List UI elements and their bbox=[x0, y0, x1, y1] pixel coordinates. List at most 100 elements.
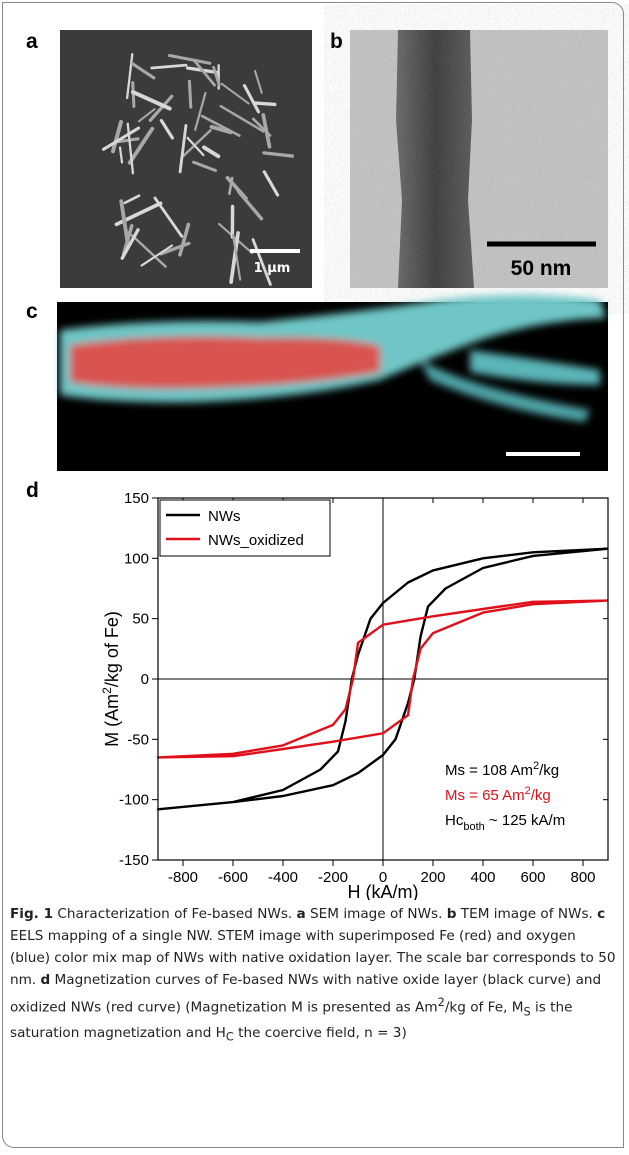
annotation-part: 2 bbox=[525, 785, 531, 797]
nanowire bbox=[168, 53, 212, 65]
y-axis-label: M (Am2/kg of Fe) bbox=[100, 611, 122, 747]
caption-text: Magnetization curves of Fe-based NWs wit… bbox=[10, 972, 602, 1016]
x-tick-label: -800 bbox=[168, 869, 198, 886]
x-axis-label-part: H (kA/m) bbox=[348, 882, 419, 900]
legend-box bbox=[159, 499, 331, 557]
annotation: Ms = 65 Am2/kg bbox=[445, 785, 551, 804]
caption-sub: C bbox=[225, 1029, 234, 1044]
panel-label: b bbox=[330, 30, 343, 53]
legend-label: NWs bbox=[208, 508, 241, 525]
figure: a 1 µm b 50 nm c d -800 -600 -400 -200 0 200 4… bbox=[26, 30, 609, 900]
nanowire bbox=[236, 189, 264, 221]
nanowire bbox=[119, 199, 130, 244]
y-tick-label: 0 bbox=[141, 671, 149, 688]
nanowire bbox=[123, 194, 141, 205]
nanowire bbox=[202, 145, 221, 159]
nanowire bbox=[192, 160, 218, 173]
caption-sub: S bbox=[523, 1004, 531, 1019]
nanowire bbox=[127, 126, 155, 165]
nanowire bbox=[118, 146, 124, 164]
nanowire bbox=[178, 124, 188, 174]
x-tick-label: 600 bbox=[520, 869, 545, 886]
caption-label: a bbox=[296, 906, 306, 922]
nanowire bbox=[126, 122, 135, 175]
nanowire bbox=[130, 62, 156, 80]
y-tick-label: -150 bbox=[119, 852, 149, 869]
nanowire bbox=[212, 65, 221, 87]
caption-text: EELS mapping of a single NW. STEM image … bbox=[10, 928, 616, 988]
nanowire bbox=[252, 101, 277, 107]
nanowire bbox=[131, 81, 136, 108]
nanowire bbox=[102, 126, 141, 151]
x-tick-label: 0 bbox=[379, 869, 387, 886]
y-tick-label: 100 bbox=[124, 550, 149, 567]
nanowire bbox=[125, 53, 134, 100]
caption-text: the coercive field, n = 3) bbox=[233, 1025, 407, 1042]
nanowire bbox=[194, 91, 207, 131]
nanowire bbox=[229, 231, 240, 284]
panel-label: c bbox=[26, 300, 38, 323]
caption: Fig. 1 Characterization of Fe-based NWs.… bbox=[10, 903, 618, 1048]
caption-text: SEM image of NWs. bbox=[305, 906, 447, 922]
nanowire bbox=[130, 90, 172, 111]
y-tick-label: -100 bbox=[119, 792, 149, 809]
nanowire bbox=[130, 234, 167, 268]
nanowire bbox=[148, 94, 174, 122]
scale-label: 50 nm bbox=[511, 257, 572, 280]
nanowire bbox=[187, 79, 193, 109]
nanowires bbox=[102, 53, 295, 286]
annotation-part: /kg bbox=[539, 762, 559, 779]
legend-label: NWs_oxidized bbox=[208, 532, 304, 549]
caption-text: /kg of Fe, M bbox=[444, 999, 524, 1016]
annotation-part: Ms = 108 Am bbox=[445, 762, 533, 779]
nanowire bbox=[115, 137, 140, 144]
y-tick-label: -50 bbox=[127, 731, 149, 748]
y-axis-label-part: 2 bbox=[100, 687, 114, 694]
annotation-part: Ms = 65 Am bbox=[445, 787, 525, 804]
annotation: Hcboth ~ 125 kA/m bbox=[445, 812, 565, 833]
x-tick-label: -200 bbox=[318, 869, 348, 886]
chart: -800 -600 -400 -200 0 200 400 600 800 -150 -100 -50… bbox=[100, 490, 609, 900]
nanowire bbox=[110, 119, 124, 154]
nanowire bbox=[159, 118, 175, 140]
annotation-part: /kg bbox=[531, 787, 551, 804]
caption-text: is the saturation magnetization and H bbox=[10, 999, 573, 1042]
x-tick-label: 800 bbox=[570, 869, 595, 886]
nanowire bbox=[231, 233, 242, 281]
nanowire bbox=[220, 82, 250, 105]
y-tick-label: 150 bbox=[124, 490, 149, 507]
x-tick-label: -600 bbox=[218, 869, 248, 886]
panel-label: a bbox=[26, 30, 38, 53]
nanowire bbox=[178, 222, 191, 257]
caption-label: b bbox=[446, 906, 457, 922]
nanowire bbox=[192, 59, 216, 87]
annotation: Ms = 108 Am2/kg bbox=[445, 760, 559, 779]
nanowire bbox=[120, 228, 140, 260]
annotation-part: ~ 125 kA/m bbox=[485, 812, 565, 829]
nanowire bbox=[262, 151, 295, 158]
caption-sup: 2 bbox=[437, 995, 445, 1009]
caption-text: Characterization of Fe-based NWs. bbox=[53, 906, 297, 922]
annotation-part: both bbox=[463, 821, 484, 833]
x-tick-label: 400 bbox=[470, 869, 495, 886]
panel-label: d bbox=[26, 479, 39, 502]
nanowire bbox=[209, 124, 233, 135]
caption-text: TEM image of NWs. bbox=[456, 906, 598, 922]
annotation-part: Hc bbox=[445, 812, 464, 829]
nanowire bbox=[262, 170, 280, 197]
nanowire bbox=[159, 241, 191, 256]
nanowire bbox=[186, 136, 205, 157]
y-axis-label-part: M (Am bbox=[102, 694, 122, 747]
caption-label: c bbox=[597, 906, 606, 922]
nanowire bbox=[219, 104, 265, 133]
nanowire bbox=[200, 114, 241, 137]
noise bbox=[350, 30, 608, 288]
nanowire bbox=[150, 63, 188, 70]
caption-label: d bbox=[40, 972, 51, 988]
y-tick-label: 50 bbox=[132, 611, 149, 628]
nanowire bbox=[251, 117, 272, 137]
annotation-part: 2 bbox=[533, 760, 539, 772]
scale-label: 1 µm bbox=[254, 261, 291, 276]
